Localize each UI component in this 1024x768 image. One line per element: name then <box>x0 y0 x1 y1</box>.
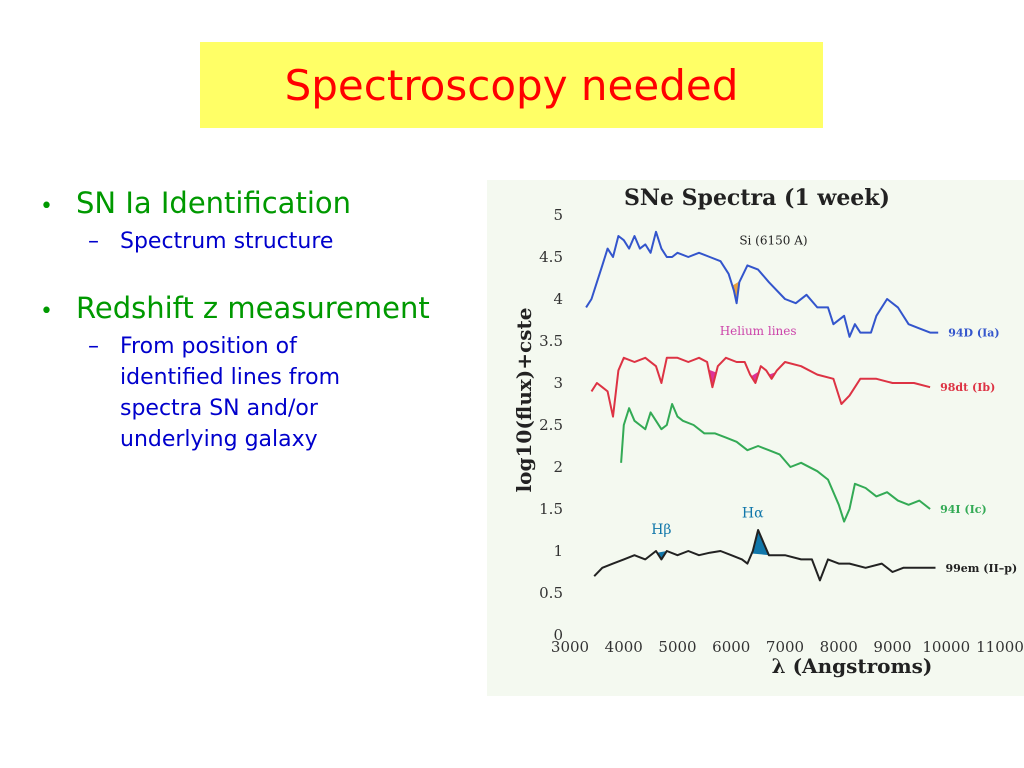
y-tick-label: 1.5 <box>539 500 563 518</box>
chart-title: SNe Spectra (1 week) <box>624 185 890 211</box>
series-label: 94I (Ic) <box>940 503 987 516</box>
dash-icon: – <box>88 229 99 254</box>
bullet-text: Redshift z measurement <box>76 291 430 325</box>
y-tick-label: 2 <box>553 458 563 476</box>
y-tick-label: 1 <box>553 542 563 560</box>
bullet-item: • SN Ia Identification <box>40 186 480 220</box>
x-axis-label: λ (Angstroms) <box>772 654 933 678</box>
y-tick-label: 2.5 <box>539 416 563 434</box>
sub-bullet-item: – From position of identified lines from… <box>88 331 480 455</box>
y-tick-label: 4 <box>553 290 563 308</box>
chart-svg: SNe Spectra (1 week) log10(flux)+cste λ … <box>512 185 1024 678</box>
x-tick-label: 4000 <box>605 638 643 656</box>
bullet-dot-icon: • <box>40 299 53 324</box>
series-label: 94D (Ia) <box>948 327 999 340</box>
series-line <box>590 356 931 418</box>
slide-title: Spectroscopy needed <box>284 60 739 110</box>
x-tick-label: 10000 <box>922 638 970 656</box>
bullet-item: • Redshift z measurement <box>40 291 480 325</box>
x-tick-label: 6000 <box>712 638 750 656</box>
bullet-list: • SN Ia Identification – Spectrum struct… <box>40 186 480 455</box>
y-tick-label: 4.5 <box>539 248 563 266</box>
y-axis-label: log10(flux)+cste <box>512 308 536 493</box>
series-label: 99em (II–p) <box>946 562 1018 575</box>
y-tick-label: 3 <box>553 374 563 392</box>
x-tick-label: 9000 <box>873 638 911 656</box>
annotation-label: Hα <box>742 505 764 521</box>
shaded-feature <box>751 371 760 383</box>
x-tick-label: 7000 <box>766 638 804 656</box>
y-tick-label: 0.5 <box>539 584 563 602</box>
bullet-dot-icon: • <box>40 194 53 219</box>
series-label: 98dt (Ib) <box>940 381 995 394</box>
annotation-label: Hβ <box>651 522 671 538</box>
series-line <box>593 529 936 582</box>
x-tick-label: 8000 <box>820 638 858 656</box>
sub-bullet-text: Spectrum structure <box>120 229 334 254</box>
y-tick-label: 3.5 <box>539 332 563 350</box>
x-tick-label: 3000 <box>551 638 589 656</box>
x-tick-label: 5000 <box>658 638 696 656</box>
y-tick-label: 5 <box>553 206 563 224</box>
annotation-label: Helium lines <box>720 324 797 338</box>
y-tick-label: 0 <box>553 626 563 644</box>
series-line <box>585 230 939 338</box>
sub-bullet-text: From position of identified lines from s… <box>120 334 340 452</box>
spectra-chart: SNe Spectra (1 week) log10(flux)+cste λ … <box>487 180 1024 696</box>
series-line <box>620 403 931 523</box>
dash-icon: – <box>88 334 99 359</box>
annotation-label: Si (6150 A) <box>739 233 807 247</box>
title-box: Spectroscopy needed <box>200 42 823 128</box>
x-tick-label: 11000 <box>976 638 1024 656</box>
sub-bullet-item: – Spectrum structure <box>88 226 480 257</box>
bullet-text: SN Ia Identification <box>76 186 352 220</box>
